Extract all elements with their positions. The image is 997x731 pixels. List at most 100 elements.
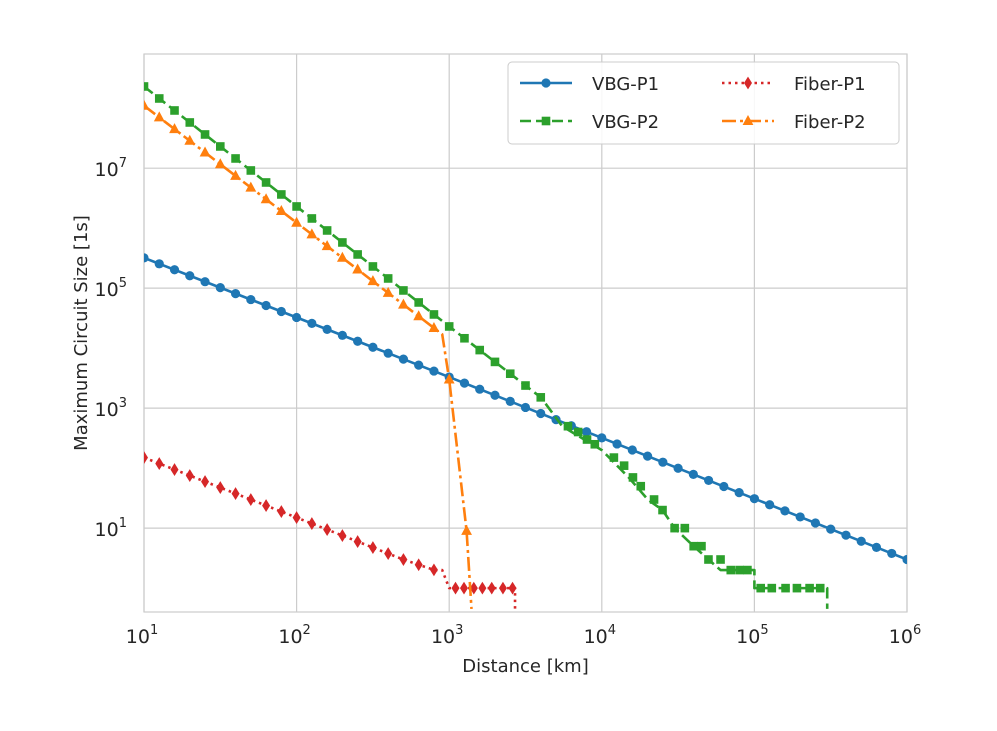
data-point (673, 463, 683, 473)
data-point (399, 553, 408, 566)
data-point (609, 453, 619, 462)
data-point (216, 481, 225, 494)
data-point (414, 558, 423, 572)
legend: VBG-P1 Fiber-P1 VBG-P2 Fiber-P2 (507, 61, 900, 145)
data-point (490, 357, 500, 367)
data-point (460, 333, 469, 343)
data-point (505, 369, 515, 379)
y-tick-label: 103 (95, 396, 127, 421)
ticks: 101 102 103 104 105 106 101 103 105 107 (95, 156, 922, 648)
legend-label: Fiber-P1 (794, 74, 866, 95)
data-point (520, 402, 531, 413)
data-point (277, 190, 286, 199)
data-point (185, 118, 195, 127)
data-point (887, 548, 897, 559)
series-vbg-p2 (144, 82, 829, 609)
data-point (697, 541, 706, 551)
legend-marker (744, 76, 752, 90)
data-point (260, 193, 272, 204)
x-tick-label: 106 (889, 623, 921, 648)
data-point (144, 99, 150, 110)
data-point (338, 238, 347, 247)
data-point (781, 583, 790, 593)
data-point (582, 435, 592, 444)
data-point (246, 294, 256, 305)
data-point (689, 541, 698, 551)
legend-label: VBG-P2 (592, 112, 659, 133)
legend-marker (742, 115, 754, 125)
data-point (461, 524, 472, 535)
data-point (292, 202, 301, 211)
data-point (658, 505, 667, 515)
data-point (413, 310, 425, 321)
data-point (856, 536, 866, 546)
data-point (144, 253, 149, 263)
series-fiber-p1 (144, 451, 517, 609)
legend-marker (541, 78, 551, 88)
data-point (490, 390, 500, 400)
legend-box (507, 61, 900, 145)
data-point (871, 542, 882, 552)
data-point (636, 481, 646, 491)
data-point (185, 271, 195, 281)
legend-marker (541, 116, 551, 126)
data-point (398, 354, 409, 364)
data-point (276, 306, 286, 317)
data-point (368, 541, 377, 554)
data-point (756, 583, 766, 593)
data-point (382, 286, 394, 297)
data-point (322, 324, 332, 334)
data-point (581, 427, 592, 437)
data-point (443, 373, 455, 384)
data-point (383, 348, 393, 358)
data-point (734, 487, 744, 498)
data-point (368, 342, 378, 352)
data-point (353, 535, 362, 548)
data-point (726, 565, 736, 575)
x-tick-label: 102 (278, 623, 310, 648)
data-point (743, 565, 752, 575)
data-point (429, 366, 439, 376)
data-point (246, 493, 255, 506)
data-point (353, 336, 363, 346)
data-point (658, 457, 668, 467)
data-point (573, 427, 583, 437)
data-point (230, 289, 241, 299)
data-point (826, 524, 836, 534)
data-point (719, 481, 729, 492)
data-point (154, 259, 164, 269)
data-point (144, 82, 149, 91)
data-point (688, 469, 698, 479)
data-point (153, 111, 165, 122)
data-point (399, 286, 408, 295)
data-point (291, 216, 302, 227)
data-point (169, 265, 180, 275)
data-point (469, 581, 478, 595)
data-point (536, 408, 546, 419)
data-point (792, 583, 802, 593)
data-point (398, 298, 409, 309)
data-point (170, 463, 179, 476)
data-point (521, 381, 530, 390)
data-point (246, 166, 256, 175)
plot-area (143, 53, 908, 613)
data-point (214, 158, 226, 169)
data-point (262, 499, 271, 512)
data-point (902, 554, 907, 565)
legend-label: Fiber-P2 (794, 112, 866, 133)
data-point (307, 318, 317, 329)
data-point (627, 445, 637, 455)
data-point (536, 393, 546, 402)
data-point (245, 181, 257, 192)
x-tick-label: 103 (431, 623, 463, 648)
data-point (292, 312, 302, 323)
data-point (277, 505, 286, 518)
data-point (704, 555, 713, 564)
data-point (231, 487, 240, 500)
data-point (459, 581, 468, 595)
data-point (231, 154, 240, 163)
data-point (498, 581, 507, 595)
x-axis-label: Distance [km] (462, 656, 588, 677)
data-point (628, 473, 638, 482)
data-point (508, 581, 517, 595)
